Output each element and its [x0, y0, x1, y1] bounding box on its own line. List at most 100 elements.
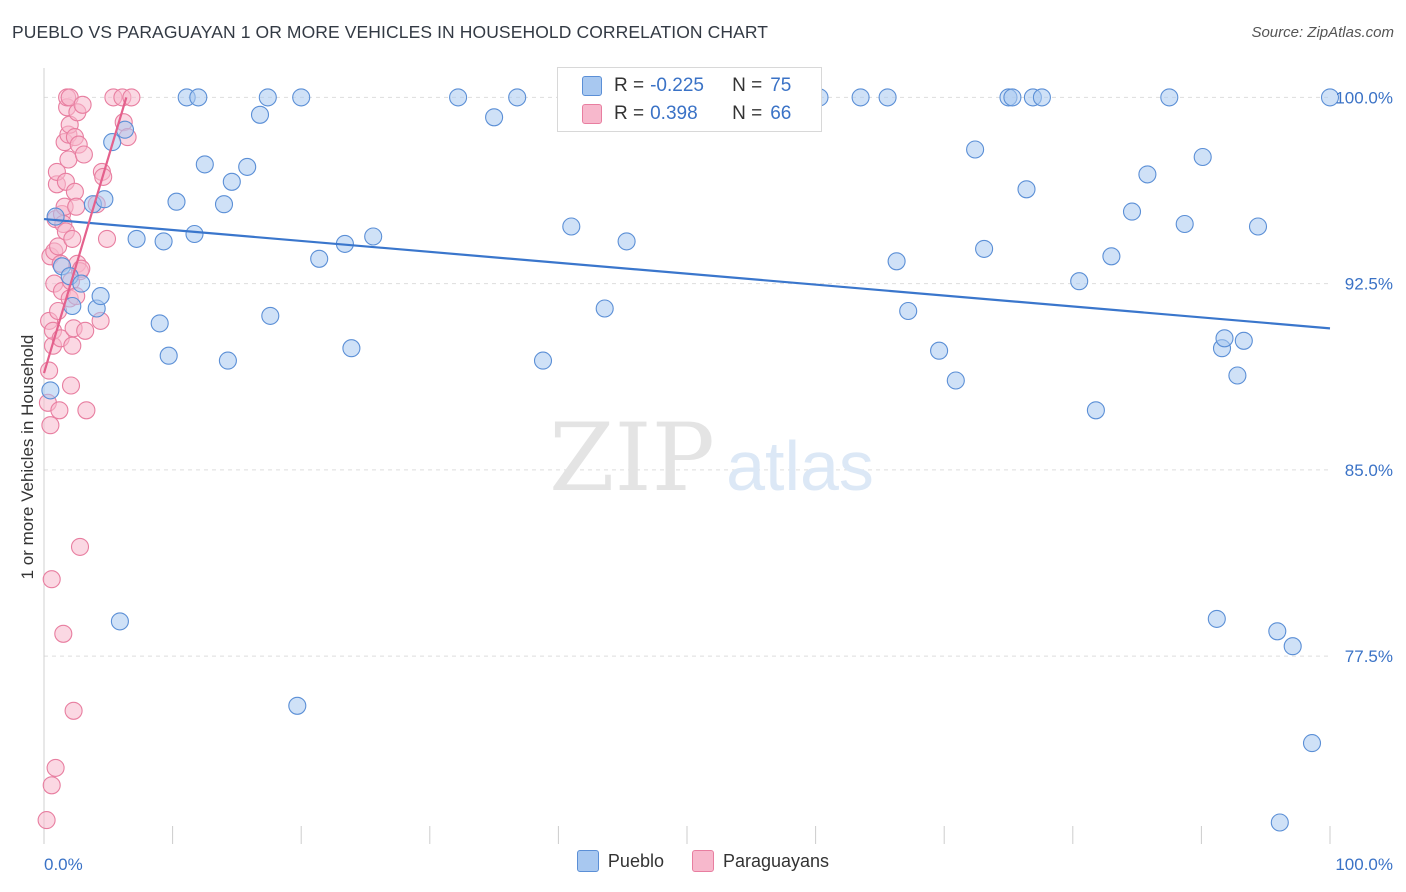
legend-row-pueblo: R = -0.225 N = 75 — [582, 73, 791, 99]
pueblo-point — [1228, 366, 1247, 385]
pueblo-point — [1138, 165, 1157, 184]
pueblo-point — [185, 224, 204, 244]
pueblo-point — [258, 88, 277, 107]
pueblo-point — [946, 371, 965, 390]
y-tick-label: 85.0% — [1345, 461, 1393, 480]
y-tick-label: 100.0% — [1335, 88, 1393, 107]
pueblo-point — [292, 88, 311, 107]
pueblo-point — [222, 172, 241, 191]
legend-n-label: N = — [732, 103, 763, 124]
series-legend: Pueblo Paraguayans — [0, 850, 1406, 872]
pueblo-point — [1268, 622, 1287, 641]
pueblo-point — [1207, 609, 1226, 628]
tick-labels: 100.0% 92.5% 85.0% 77.5% 0.0% 100.0% — [44, 88, 1393, 874]
pueblo-trend-line — [43, 217, 1331, 330]
pueblo-point — [1032, 88, 1051, 107]
pueblo-point — [1248, 217, 1268, 236]
paraguayans-point — [74, 145, 93, 164]
pueblo-point — [966, 140, 985, 159]
pueblo-point — [617, 232, 636, 251]
pueblo-point — [167, 192, 186, 211]
pueblo-point — [154, 232, 173, 251]
pueblo-point — [899, 301, 918, 321]
pueblo-point — [595, 299, 614, 318]
pueblo-point — [1270, 813, 1289, 832]
pueblo-point — [127, 229, 146, 248]
paraguayans-trend-line — [42, 97, 128, 374]
paraguayans-point — [64, 701, 83, 720]
legend-swatch-pueblo — [576, 850, 599, 872]
watermark-zip: ZIP — [549, 404, 715, 513]
pueblo-point — [449, 88, 468, 107]
legend-r-label: R = — [614, 75, 645, 96]
pueblo-point — [851, 88, 870, 107]
legend-item-paraguayans[interactable]: Paraguayans — [691, 850, 830, 872]
pueblo-point — [1086, 401, 1105, 420]
paraguayans-point — [41, 416, 60, 435]
pueblo-point — [1193, 147, 1212, 167]
legend-r-value: -0.225 — [650, 75, 704, 96]
pueblo-point — [1234, 331, 1253, 350]
pueblo-point — [261, 306, 280, 325]
pueblo-point — [1017, 180, 1036, 199]
paraguayans-point — [42, 570, 61, 589]
paraguayans-point — [49, 237, 68, 256]
pueblo-point — [930, 341, 949, 360]
legend-item-pueblo[interactable]: Pueblo — [576, 850, 664, 872]
paraguayans-point — [40, 361, 59, 380]
legend-label-paraguayans: Paraguayans — [722, 850, 830, 871]
paraguayans-point — [42, 776, 61, 795]
paraguayans-point — [67, 197, 86, 216]
pueblo-point — [485, 108, 504, 127]
trend-lines — [42, 97, 1331, 374]
pueblo-point — [1003, 88, 1022, 107]
pueblo-point — [1302, 734, 1322, 753]
legend-swatch-paraguayans — [691, 850, 714, 872]
pueblo-point — [288, 696, 307, 715]
legend-swatch-pueblo — [582, 76, 602, 96]
pueblo-point — [110, 612, 129, 631]
pueblo-point — [342, 339, 361, 358]
pueblo-point — [46, 207, 65, 226]
paraguayans-point — [70, 537, 90, 556]
axes — [43, 68, 1331, 844]
pueblo-point — [1283, 637, 1302, 656]
pueblo-point — [1175, 214, 1194, 234]
paraguayans-point — [54, 624, 73, 643]
paraguayans-point — [46, 758, 65, 777]
paraguayans-point — [63, 336, 82, 355]
paraguayans-point — [50, 401, 69, 420]
pueblo-point — [1122, 202, 1142, 221]
pueblo-point — [72, 274, 91, 293]
paraguayans-point — [97, 229, 117, 248]
pueblo-point — [1070, 272, 1089, 291]
y-tick-label: 92.5% — [1345, 275, 1393, 294]
legend-n-value: 75 — [770, 75, 792, 96]
paraguayans-point — [63, 229, 82, 248]
stats-legend: R = -0.225 N = 75 R = 0.398 N = 66 — [557, 67, 822, 132]
pueblo-point — [41, 381, 60, 400]
pueblo-point — [159, 346, 178, 365]
y-tick-label: 77.5% — [1345, 647, 1393, 666]
watermark: ZIP atlas — [549, 404, 874, 513]
pueblo-point — [533, 351, 553, 370]
pueblo-point — [1215, 329, 1234, 348]
paraguayans-point — [59, 150, 78, 169]
legend-r-value: 0.398 — [650, 103, 698, 124]
pueblo-point — [150, 314, 169, 333]
legend-row-paraguayans: R = 0.398 N = 66 — [582, 101, 791, 127]
paraguayans-point — [76, 321, 95, 340]
pueblo-point — [1320, 88, 1340, 107]
pueblo-point — [238, 157, 257, 176]
x-tick-label: 100.0% — [1335, 855, 1393, 874]
x-tick-label: 0.0% — [44, 855, 83, 874]
pueblo-point — [887, 252, 906, 271]
chart-title: PUEBLO VS PARAGUAYAN 1 OR MORE VEHICLES … — [12, 22, 769, 42]
paraguayans-point — [37, 811, 56, 830]
pueblo-point — [195, 155, 214, 174]
paraguayans-point — [77, 401, 96, 420]
pueblo-point — [218, 351, 237, 370]
source-credit: Source: ZipAtlas.com — [1251, 24, 1394, 41]
legend-label-pueblo: Pueblo — [607, 850, 664, 871]
